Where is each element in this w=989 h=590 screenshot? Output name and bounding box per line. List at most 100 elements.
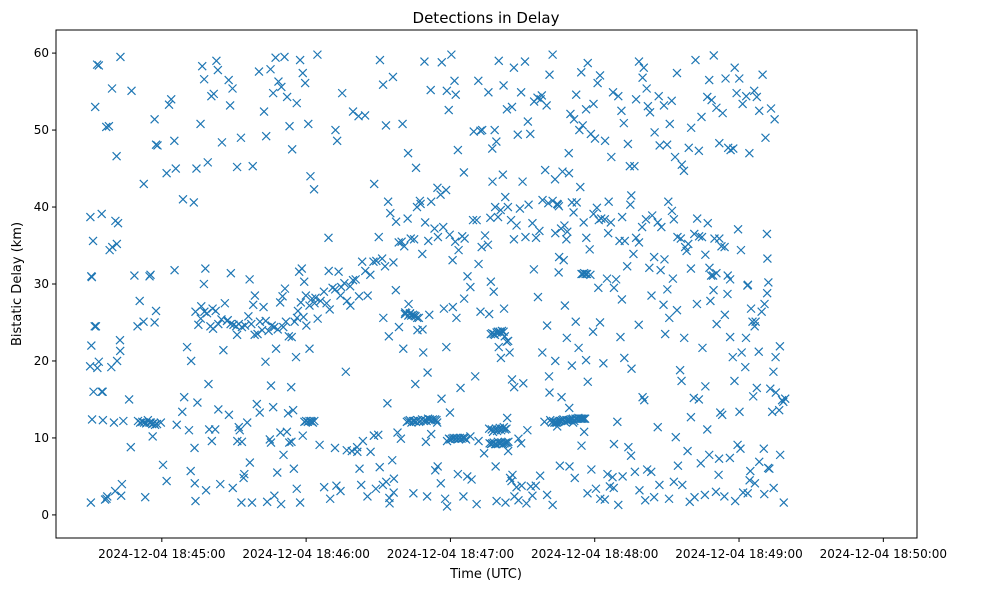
- data-point: [436, 478, 446, 488]
- data-point: [268, 402, 278, 412]
- data-point: [725, 453, 735, 463]
- data-point: [280, 52, 289, 62]
- data-point: [712, 319, 722, 329]
- data-point: [232, 330, 242, 340]
- data-point: [728, 144, 738, 153]
- data-point: [311, 293, 320, 303]
- data-point: [305, 344, 314, 354]
- data-point: [677, 480, 687, 490]
- data-point: [502, 104, 512, 114]
- data-point: [769, 483, 779, 493]
- data-point: [255, 317, 265, 327]
- data-point: [581, 233, 591, 243]
- data-point: [403, 148, 413, 158]
- data-point: [686, 412, 696, 422]
- data-point: [115, 346, 125, 356]
- data-point: [189, 197, 199, 207]
- y-tick-label: 0: [41, 508, 49, 522]
- data-point: [224, 410, 234, 420]
- data-point: [226, 319, 236, 329]
- data-point: [220, 298, 230, 308]
- data-point: [398, 344, 408, 354]
- data-point: [415, 196, 425, 206]
- data-point: [496, 353, 506, 363]
- data-point: [408, 488, 418, 498]
- data-point: [691, 55, 700, 65]
- data-point: [234, 422, 244, 432]
- data-point: [112, 239, 122, 249]
- data-point: [428, 415, 438, 424]
- data-point: [491, 461, 501, 471]
- data-point: [438, 222, 448, 232]
- data-point: [609, 483, 619, 493]
- data-point: [623, 442, 633, 452]
- data-point: [576, 414, 586, 424]
- data-point: [625, 200, 635, 210]
- data-point: [396, 434, 406, 444]
- data-point: [641, 214, 651, 224]
- data-point: [559, 255, 569, 265]
- data-point: [520, 57, 530, 66]
- data-point: [579, 414, 589, 424]
- data-point: [593, 78, 603, 88]
- data-point: [535, 471, 545, 481]
- data-point: [276, 82, 286, 92]
- data-point: [418, 324, 427, 334]
- data-point: [218, 345, 228, 355]
- data-point: [201, 485, 211, 495]
- data-point: [531, 481, 541, 491]
- data-point: [274, 77, 283, 86]
- data-point: [271, 344, 281, 354]
- data-point: [423, 368, 433, 377]
- data-point: [440, 494, 450, 504]
- data-point: [453, 469, 463, 479]
- data-point: [288, 405, 298, 415]
- data-point: [298, 68, 308, 78]
- data-point: [538, 195, 547, 205]
- data-point: [754, 457, 764, 467]
- data-point: [297, 264, 307, 274]
- x-tick-label: 2024-12-04 18:49:00: [675, 547, 802, 561]
- data-point: [609, 439, 619, 449]
- data-point: [719, 492, 729, 501]
- data-point: [211, 306, 221, 316]
- data-point: [389, 474, 399, 484]
- data-point: [780, 394, 790, 404]
- data-point: [523, 117, 533, 127]
- data-point: [470, 371, 480, 381]
- x-axis-label: Time (UTC): [449, 567, 522, 582]
- data-point: [360, 266, 370, 276]
- data-point: [692, 214, 702, 224]
- data-point: [501, 438, 511, 447]
- data-point: [186, 356, 196, 366]
- data-point: [576, 67, 586, 77]
- data-point: [771, 352, 781, 362]
- data-point: [417, 249, 427, 259]
- data-point: [513, 130, 523, 140]
- data-point: [236, 133, 246, 143]
- data-point: [590, 134, 600, 143]
- data-point: [261, 357, 270, 367]
- data-point: [309, 416, 319, 426]
- data-point: [528, 218, 537, 228]
- data-point: [426, 197, 436, 207]
- data-point: [493, 212, 503, 222]
- data-point: [606, 217, 616, 227]
- data-point: [202, 308, 212, 318]
- data-point: [292, 98, 302, 108]
- data-point: [385, 498, 395, 508]
- data-point: [262, 497, 272, 507]
- data-point: [269, 322, 279, 332]
- data-point: [389, 488, 399, 498]
- data-point: [578, 121, 588, 130]
- data-point: [542, 321, 552, 330]
- data-point: [477, 242, 487, 252]
- data-point: [710, 234, 719, 244]
- data-point: [752, 92, 762, 102]
- data-point: [503, 336, 513, 346]
- data-point: [324, 266, 334, 276]
- data-point: [332, 481, 341, 491]
- data-point: [737, 348, 747, 357]
- data-point: [679, 166, 689, 176]
